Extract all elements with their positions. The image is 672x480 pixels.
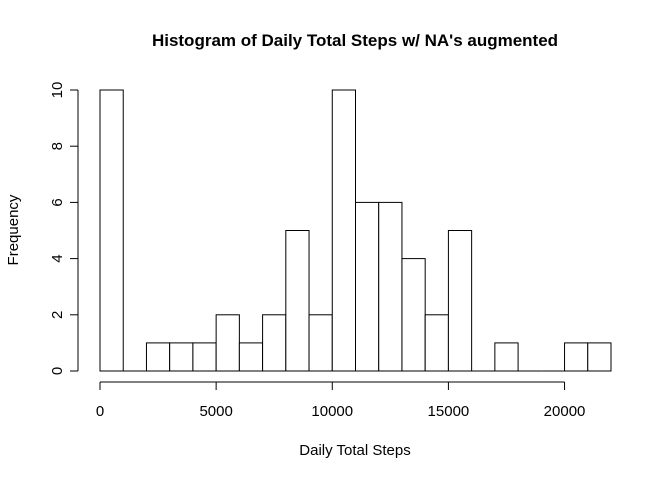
x-tick-label: 0 bbox=[96, 403, 104, 420]
y-tick-label: 4 bbox=[49, 254, 66, 262]
y-tick-label: 2 bbox=[49, 311, 66, 319]
x-tick-label: 5000 bbox=[199, 403, 232, 420]
histogram-bar bbox=[424, 314, 449, 372]
histogram-bar bbox=[587, 342, 612, 372]
histogram-bar bbox=[494, 342, 519, 372]
y-tick-label: 0 bbox=[49, 367, 66, 375]
histogram-bar bbox=[401, 258, 426, 372]
bars-group bbox=[99, 89, 612, 372]
histogram-bar bbox=[308, 314, 333, 372]
histogram-bar bbox=[447, 230, 473, 372]
y-axis: 0 2 4 6 8 10 bbox=[49, 82, 79, 375]
x-axis: 0 5000 10000 15000 20000 bbox=[96, 381, 586, 420]
histogram-bar bbox=[262, 314, 287, 372]
histogram-bar bbox=[355, 201, 380, 372]
x-tick-label: 20000 bbox=[544, 403, 586, 420]
x-tick-label: 10000 bbox=[311, 403, 353, 420]
y-tick-label: 6 bbox=[49, 198, 66, 206]
histogram-bar bbox=[331, 89, 357, 372]
y-tick-label: 8 bbox=[49, 142, 66, 150]
histogram-bar bbox=[378, 201, 403, 372]
y-tick-label: 10 bbox=[49, 82, 66, 99]
x-axis-label: Daily Total Steps bbox=[299, 442, 410, 459]
y-axis-label: Frequency bbox=[5, 194, 22, 265]
histogram-bar bbox=[192, 342, 217, 372]
histogram-bar bbox=[285, 230, 310, 372]
histogram-bar bbox=[99, 89, 124, 372]
histogram-bar bbox=[169, 342, 194, 372]
x-tick-label: 15000 bbox=[428, 403, 470, 420]
chart-title: Histogram of Daily Total Steps w/ NA's a… bbox=[152, 31, 558, 50]
histogram-bar bbox=[564, 342, 589, 372]
histogram-bar bbox=[215, 314, 240, 372]
histogram-bar bbox=[238, 342, 264, 372]
histogram-bar bbox=[145, 342, 171, 372]
